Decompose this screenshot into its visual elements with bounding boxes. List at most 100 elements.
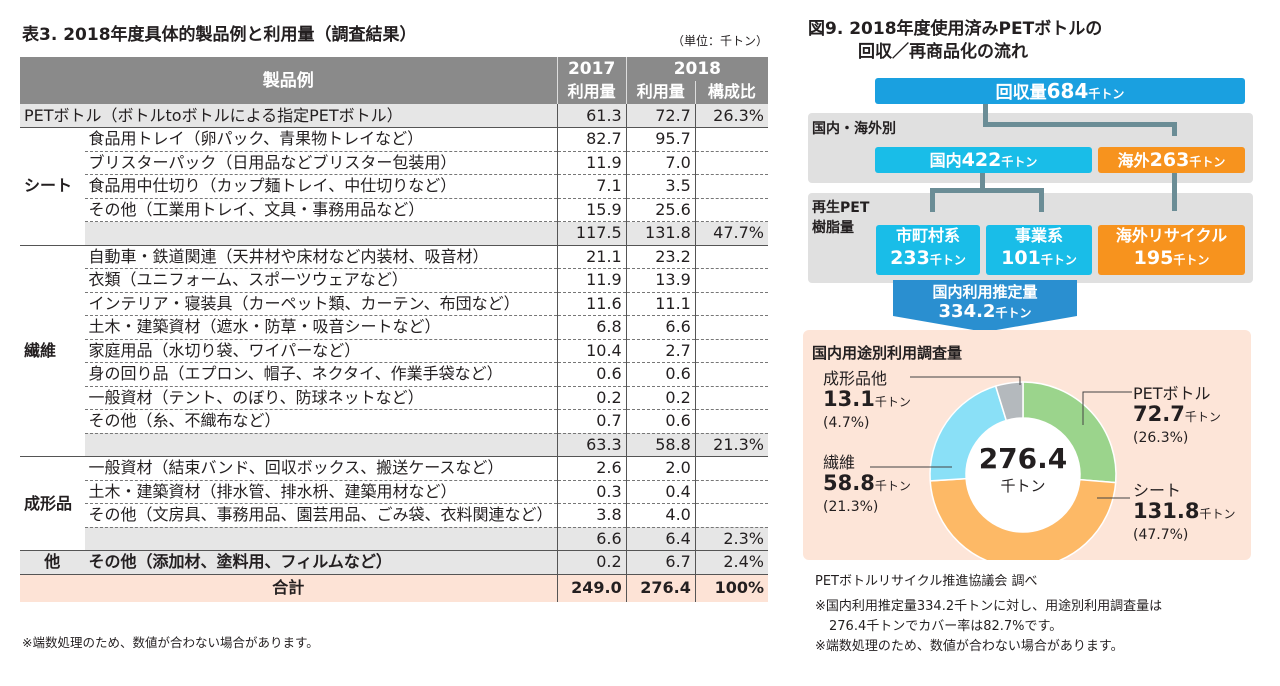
label-sheet-pct: (47.7%) (1133, 527, 1189, 543)
ratio (694, 151, 768, 175)
resin-label-1: 再生PET (812, 200, 870, 216)
unit: 千トン (1173, 253, 1210, 267)
value-2018: 2.7 (625, 339, 696, 363)
overseas-recycle-value: 195 (1133, 247, 1174, 269)
subtotal-blank (85, 527, 558, 551)
table-row: 土木・建築資材（排水管、排水枡、建築用材など） 0.3 0.4 (20, 480, 768, 504)
unit: 千トン (874, 395, 911, 409)
table-row: 身の回り品（エプロン、帽子、ネクタイ、作業手袋など） 0.6 0.6 (20, 362, 768, 387)
value-2017: 11.9 (556, 151, 627, 175)
table-unit: （単位：千トン） (672, 34, 769, 48)
business-label: 事業系 (1014, 226, 1063, 245)
value-2018: 0.6 (625, 362, 696, 387)
diagram-title-line2: 回収／再商品化の流れ (858, 42, 1028, 62)
table-row: その他（文房具、事務用品、園芸用品、ごみ袋、衣料関連など） 3.8 4.0 (20, 503, 768, 528)
value-2018: 13.9 (625, 268, 696, 293)
ratio (694, 198, 768, 222)
label-fiber-value: 58.8 (823, 471, 875, 495)
value-2017: 10.4 (556, 339, 627, 363)
value-2017: 11.6 (556, 292, 627, 316)
value-2017: 0.6 (556, 362, 627, 387)
value-2018: 25.6 (625, 198, 696, 222)
table-row: 成形品 一般資材（結束バンド、回収ボックス、搬送ケースなど） 2.6 2.0 (20, 456, 768, 513)
subtotal-row: 117.5 131.8 47.7% (20, 221, 768, 246)
label-sheet-name: シート (1133, 481, 1182, 500)
ratio (694, 292, 768, 316)
overseas-value: 263 (1149, 149, 1190, 171)
row-name: その他（糸、不織布など） (84, 409, 558, 434)
note-3: ※端数処理のため、数値が合わない場合があります。 (815, 639, 1124, 654)
split-label: 国内・海外別 (812, 121, 896, 137)
value-2018: 0.6 (625, 409, 696, 434)
unit: 千トン (1184, 410, 1221, 424)
category-label: シート (24, 176, 73, 196)
unit: 千トン (1001, 155, 1038, 169)
subtotal-ratio: 2.3% (694, 527, 768, 551)
subtotal-row: 6.6 6.4 2.3% (20, 527, 768, 551)
value-2017: 0.7 (556, 409, 627, 434)
header-usage-2018: 利用量 (625, 80, 696, 104)
donut-chart (870, 376, 1132, 560)
unit: 千トン (929, 253, 966, 267)
unit: 千トン (1088, 87, 1125, 101)
value-2018: 72.7 (625, 104, 696, 128)
table-row: 衣類（ユニフォーム、スポーツウェアなど） 11.9 13.9 (20, 268, 768, 293)
collected-box: 回収量684千トン (875, 78, 1245, 104)
domestic-estimate-label: 国内利用推定量 (932, 283, 1038, 301)
ratio (694, 480, 768, 504)
label-pet-value: 72.7 (1133, 402, 1185, 426)
resin-label: 再生PET 樹脂量 (812, 198, 869, 238)
label-sheet-value: 131.8 (1133, 499, 1200, 523)
collected-value: 684 (1046, 79, 1089, 103)
ratio (694, 456, 768, 481)
domestic-box: 国内422千トン (875, 147, 1092, 173)
table-row: 土木・建築資材（遮水・防草・吸音シートなど） 6.8 6.6 (20, 315, 768, 340)
value-2017: 11.9 (556, 268, 627, 293)
business-value: 101 (1001, 247, 1041, 269)
row-name: その他（文房具、事務用品、園芸用品、ごみ袋、衣料関連など） (84, 503, 558, 528)
header-ratio: 構成比 (694, 80, 768, 104)
value-2018: 6.6 (625, 315, 696, 340)
source-note: PETボトルリサイクル推進協議会 調べ (815, 574, 1038, 589)
row-name: 食品用トレイ（卵パック、青果物トレイなど） (84, 127, 558, 152)
value-2018: 11.1 (625, 292, 696, 316)
value-2018: 0.2 (625, 386, 696, 410)
row-name: 食品用中仕切り（カップ麺トレイ、中仕切りなど） (84, 174, 558, 199)
municipal-value: 233 (890, 247, 930, 269)
value-2017: 2.6 (556, 456, 627, 481)
label-other-value: 13.1 (823, 387, 875, 411)
total-2018: 276.4 (625, 574, 696, 602)
diagram-title-line1: 図9. 2018年度使用済みPETボトルの (808, 19, 1103, 39)
donut-center: 276.4 千トン (960, 443, 1086, 496)
subtotal-blank (85, 222, 558, 246)
note-1: ※国内利用推定量334.2千トンに対し、用途別利用調査量は (815, 599, 1163, 614)
table-row: シート 食品用トレイ（卵パック、青果物トレイなど） 82.7 95.7 (20, 127, 768, 195)
label-pet-name: PETボトル (1133, 384, 1211, 403)
molded-group: 成形品 一般資材（結束バンド、回収ボックス、搬送ケースなど） 2.6 2.0 土木・建築… (20, 456, 768, 551)
resin-label-2: 樹脂量 (812, 220, 854, 236)
ratio (694, 503, 768, 528)
center-unit: 千トン (1000, 477, 1046, 495)
subtotal-ratio: 47.7% (694, 221, 768, 245)
unit: 千トン (995, 306, 1032, 320)
value-2018: 6.7 (625, 550, 696, 574)
value-2018: 2.0 (625, 456, 696, 481)
value-2017: 0.2 (556, 550, 627, 574)
label-pet-pct: (26.3%) (1133, 430, 1189, 446)
subtotal-2017: 6.6 (556, 527, 627, 551)
label-other: 成形品他 13.1千トン (4.7%) (823, 368, 911, 434)
ratio (694, 315, 768, 340)
total-ratio: 100% (694, 574, 768, 602)
row-name: インテリア・寝装具（カーペット類、カーテン、布団など） (84, 292, 558, 316)
business-box: 事業系 101千トン (986, 225, 1092, 275)
header-row: 製品例 2017 2018 (20, 57, 768, 104)
domestic-estimate-value: 334.2 (938, 301, 996, 322)
municipal-label: 市町村系 (895, 226, 960, 245)
unit: 千トン (1040, 253, 1077, 267)
value-2018: 4.0 (625, 503, 696, 528)
table-title: 表3. 2018年度具体的製品例と利用量（調査結果） (22, 25, 417, 45)
table-row: 家庭用品（水切り袋、ワイパーなど） 10.4 2.7 (20, 339, 768, 363)
donut-hole (966, 418, 1080, 532)
ratio (694, 339, 768, 363)
subtotal-blank (85, 433, 558, 457)
